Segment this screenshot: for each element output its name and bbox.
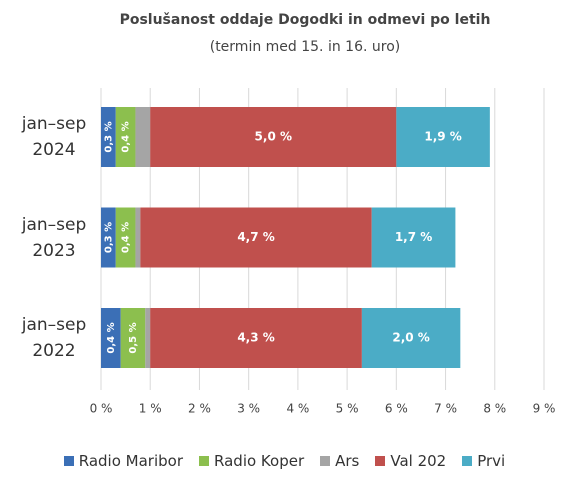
bar-segment bbox=[101, 107, 116, 167]
legend-item: Val 202 bbox=[375, 452, 446, 470]
x-tick-label: 5 % bbox=[336, 402, 359, 416]
legend-label: Ars bbox=[335, 452, 360, 470]
x-tick-label: 2 % bbox=[188, 402, 211, 416]
x-tick-label: 4 % bbox=[286, 402, 309, 416]
data-label: 0,4 % bbox=[121, 121, 132, 152]
data-label: 0,4 % bbox=[106, 322, 117, 353]
bar-segment bbox=[115, 207, 136, 268]
x-tick-label: 6 % bbox=[385, 402, 408, 416]
x-tick-label: 0 % bbox=[90, 402, 113, 416]
bar-segment bbox=[145, 308, 151, 368]
bar-segment bbox=[371, 207, 456, 268]
bar-segment bbox=[361, 308, 461, 368]
legend-item: Ars bbox=[320, 452, 359, 470]
legend-label: Radio Maribor bbox=[78, 452, 184, 470]
y-tick-label: jan–sep 2022 bbox=[21, 315, 87, 361]
data-label: 1,7 % bbox=[395, 230, 432, 244]
bar-segment bbox=[101, 308, 121, 368]
x-tick-label: 1 % bbox=[139, 402, 162, 416]
data-label: 0,5 % bbox=[128, 322, 139, 353]
bar-segment bbox=[150, 107, 397, 167]
data-label: 4,3 % bbox=[237, 331, 274, 345]
bar-segment bbox=[135, 207, 141, 268]
legend-item: Radio Maribor bbox=[63, 452, 184, 470]
data-label: 0,4 % bbox=[121, 222, 132, 253]
legend-swatch bbox=[199, 456, 210, 466]
chart-subtitle: (termin med 15. in 16. uro) bbox=[210, 39, 401, 55]
data-label: 2,0 % bbox=[392, 331, 429, 345]
data-label: 0,3 % bbox=[103, 222, 114, 253]
legend-swatch bbox=[63, 456, 74, 466]
y-tick-label: jan–sep 2023 bbox=[21, 214, 87, 261]
legend-label: Val 202 bbox=[390, 452, 447, 470]
data-label: 5,0 % bbox=[255, 130, 292, 144]
y-tick-label: jan–sep 2024 bbox=[21, 114, 87, 160]
bar-segment bbox=[101, 207, 116, 268]
bar-segment bbox=[120, 308, 146, 368]
legend-item: Prvi bbox=[462, 452, 505, 470]
legend-swatch bbox=[462, 456, 473, 466]
bar-segment bbox=[150, 308, 362, 368]
legend-item: Radio Koper bbox=[199, 452, 304, 470]
x-tick-label: 3 % bbox=[237, 402, 260, 416]
legend-label: Prvi bbox=[477, 452, 506, 470]
data-label: 0,3 % bbox=[103, 121, 114, 152]
bar-segment bbox=[396, 107, 490, 167]
legend: Radio Maribor Radio Koper Ars Val 202 Prvi bbox=[0, 452, 569, 470]
x-tick-label: 9 % bbox=[533, 402, 556, 416]
legend-swatch bbox=[320, 456, 331, 466]
bar-segment bbox=[115, 107, 136, 167]
bar-segment bbox=[135, 107, 151, 167]
x-tick-label: 7 % bbox=[434, 402, 457, 416]
data-label: 1,9 % bbox=[424, 130, 461, 144]
bar-segment bbox=[140, 207, 372, 268]
chart-title: Poslušanost oddaje Dogodki in odmevi po … bbox=[120, 12, 491, 28]
x-tick-label: 8 % bbox=[483, 402, 506, 416]
legend-label: Radio Koper bbox=[214, 452, 305, 470]
data-label: 4,7 % bbox=[237, 230, 274, 244]
legend-swatch bbox=[375, 456, 386, 466]
